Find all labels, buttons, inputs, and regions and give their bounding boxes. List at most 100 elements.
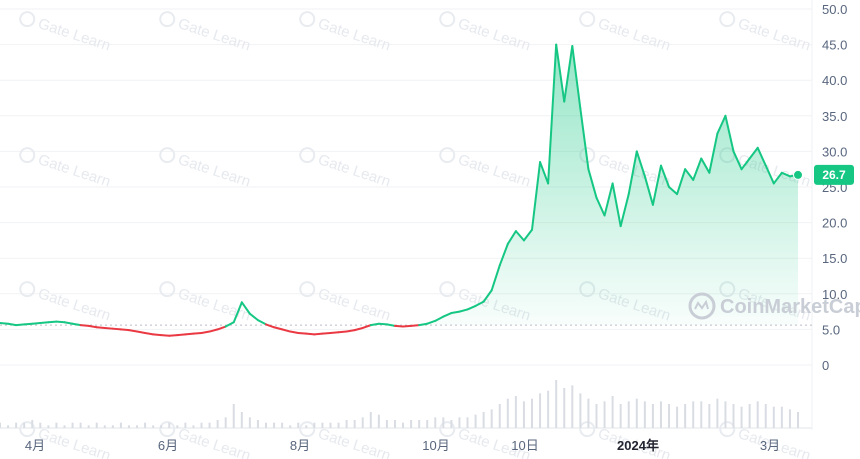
price-segment [732, 150, 743, 171]
price-segment [740, 157, 751, 171]
price-segment [63, 321, 74, 325]
volume-bar [740, 406, 743, 428]
watermark-text: Gate Learn [36, 425, 113, 459]
price-segment [281, 328, 292, 333]
volume-bar [31, 420, 34, 428]
volume-bar [224, 417, 227, 428]
volume-bar [418, 420, 421, 428]
price-area [419, 44, 798, 326]
volume-bar [716, 398, 719, 428]
volume-bar [571, 385, 574, 428]
price-segment [716, 114, 727, 135]
volume-bar [426, 420, 429, 428]
watermark: Gate Learn [299, 147, 393, 191]
watermark-text: Gate Learn [176, 425, 253, 459]
watermark: Gate Learn [159, 147, 253, 191]
x-tick-label: 8月 [290, 438, 310, 453]
y-tick-label: 30.0 [822, 144, 847, 159]
volume-bar [668, 404, 671, 428]
volume-bar [377, 414, 380, 428]
volume-bar [216, 420, 219, 428]
price-segment [474, 300, 485, 307]
price-segment [361, 324, 372, 329]
price-segment [232, 301, 243, 324]
price-segment [152, 333, 163, 337]
volume-bar [0, 422, 1, 428]
watermark-text: Gate Learn [456, 15, 533, 54]
volume-bar [434, 417, 437, 428]
volume-bar [321, 422, 324, 428]
watermark-icon [579, 11, 596, 28]
volume-bar [313, 422, 316, 428]
price-segment [651, 164, 662, 206]
watermark-text: Gate Learn [596, 15, 673, 54]
price-segment [579, 107, 590, 171]
volume-bar [788, 409, 791, 428]
price-segment [208, 328, 219, 333]
price-segment [256, 319, 267, 326]
price-segment [676, 168, 687, 196]
price-segment [71, 322, 82, 327]
price-segment [506, 230, 517, 245]
price-segment [345, 329, 356, 333]
price-segment [289, 330, 300, 334]
volume-bar [522, 401, 525, 428]
price-segment [313, 332, 324, 336]
watermark: Gate Learn [439, 147, 533, 191]
volume-bar [539, 393, 542, 428]
volume-bar [103, 425, 106, 428]
volume-bar [595, 404, 598, 428]
volume-bar [369, 412, 372, 428]
price-segment [200, 330, 211, 334]
y-tick-label: 5.0 [822, 322, 840, 337]
volume-bar [603, 401, 606, 428]
price-segment [305, 332, 316, 336]
price-segment [240, 301, 251, 315]
volume-bar [192, 425, 195, 428]
volume-bar [144, 422, 147, 428]
watermark-text: Gate Learn [316, 151, 393, 190]
price-segment [402, 324, 413, 328]
price-segment [39, 321, 50, 324]
price-segment [643, 175, 654, 206]
volume-bar [442, 417, 445, 428]
watermark-text: Gate Learn [36, 151, 113, 190]
volume-bars [0, 380, 799, 428]
volume-bar [353, 420, 356, 428]
volume-bar [265, 422, 267, 428]
volume-bar [273, 422, 276, 428]
volume-bar [240, 412, 243, 428]
current-price-marker: 26.7 [793, 164, 854, 185]
price-segment [192, 331, 203, 335]
volume-bar [297, 422, 300, 428]
watermark-text: Gate Learn [316, 285, 393, 324]
x-tick-label: 10日 [511, 438, 538, 453]
current-price-badge [814, 164, 854, 185]
watermark: Gate Learn [299, 281, 393, 325]
price-segment [369, 322, 380, 327]
y-tick-label: 50.0 [822, 2, 847, 17]
price-segment [635, 150, 646, 178]
volume-bar [248, 417, 251, 428]
price-segment [539, 161, 550, 185]
price-segment [353, 326, 364, 332]
price-segment [434, 315, 445, 322]
price-segment [692, 157, 703, 181]
watermark-icon [439, 147, 456, 164]
volume-bar [200, 422, 203, 428]
watermark-icon [299, 11, 316, 28]
price-segment [337, 330, 348, 334]
watermark: Gate Learn [159, 281, 253, 325]
price-segment [15, 323, 26, 327]
watermark-text: Gate Learn [176, 15, 253, 54]
price-segment [772, 171, 783, 185]
price-segment [168, 334, 179, 337]
volume-bar [7, 425, 10, 428]
volume-bar [184, 422, 187, 428]
volume-bar [466, 417, 469, 428]
volume-bar [506, 398, 509, 428]
volume-bar [684, 404, 687, 428]
volume-bar [474, 414, 477, 428]
price-segment [393, 324, 405, 328]
